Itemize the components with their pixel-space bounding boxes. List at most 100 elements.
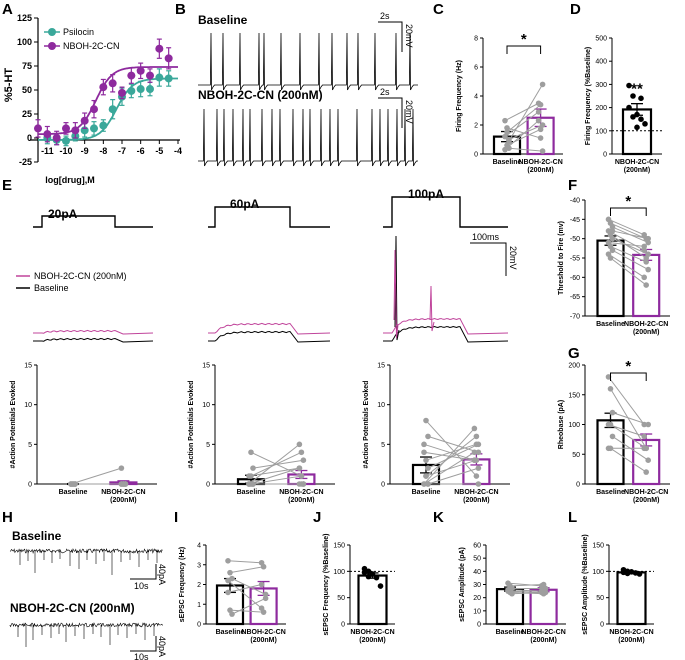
legend-nboh-marker [48,42,56,50]
y-tick-label: 6 [474,65,478,72]
bar-baseline [596,419,625,486]
paired-line [508,84,544,142]
b-volt-scale-2: 20mV [404,100,414,124]
baseline-firing-trace [198,32,418,91]
paired-point-baseline [425,481,431,487]
e-step-20: 20pA [48,207,78,221]
data-point [373,574,380,581]
paired-line [425,420,477,477]
data-point [630,93,636,99]
paired-point-baseline [421,449,427,456]
y-tick-label: -40 [570,198,580,205]
paired-point-drug [645,251,651,257]
paired-line [610,257,647,286]
legend-psilocin-label: Psilocin [63,27,94,37]
paired-point-drug [475,465,482,471]
y-tick-label: 40 [473,569,481,576]
drug-firing-trace [198,108,418,167]
h-time-scale-2: 10s [134,652,149,660]
paired-point-baseline [609,228,616,234]
paired-line [612,412,649,425]
y-tick-label: 100 [333,569,345,576]
y-tick-label: 30 [473,582,481,589]
data-point [630,114,636,120]
panel-label-d: D [570,1,581,18]
category-label: NBOH-2C-CN [521,629,565,636]
dose-response-chart: -25 0 25 50 75 100 125 -11 -10 -9 -8 -7 -6 -5 -4 %5-H… [3,13,182,185]
a-point-nboh [146,71,154,80]
data-point [624,570,631,577]
a-point-psilocin [127,86,136,95]
paired-point-baseline [246,473,252,479]
paired-point-drug [475,481,482,487]
category-label-sub: (200nM) [110,497,136,504]
y-tick-label: 0 [576,482,580,489]
a-point-nboh [108,79,117,88]
paired-point-baseline [504,125,510,131]
panel-label-c: C [433,1,444,18]
e-scalebar: 100ms 20mV [470,232,518,276]
h-curr-scale-2: 40pA [157,636,167,657]
a-point-nboh [62,124,70,133]
category-label-sub: (200nM) [250,637,276,644]
paired-point-drug [296,441,303,448]
a-point-nboh [52,134,61,142]
e-legend: NBOH-2C-CN (200nM) Baseline [16,271,127,293]
bar-chart-g: 0 50 100 150 200 Rheobase (pA) Baseline NBOH-2C… [558,358,670,504]
trace-100pa-baseline [383,235,509,343]
bar-baseline [616,571,647,626]
y-tick-label: 10 [473,608,481,615]
paired-point-drug [122,481,129,487]
a-point-psilocin [108,105,117,114]
y-tick-label: -55 [570,256,580,263]
a-y-tick-label: 0 [27,133,32,143]
y-axis-title: sEPSC Frequency (%Baseline) [323,534,330,636]
e-legend-drug: NBOH-2C-CN (200nM) [34,271,127,281]
paired-point-baseline [229,611,235,617]
panel-label-b: B [175,1,186,18]
paired-line [231,578,266,595]
paired-line [427,467,479,485]
paired-line [610,222,647,240]
h-scalebar-1: 10s 40pA [130,564,167,591]
bar-chart-f: -70 -65 -60 -55 -50 -45 -40 Threshold to Fire (… [558,193,670,336]
category-label: Baseline [493,159,522,166]
y-tick-label: 50 [337,595,345,602]
paired-line [504,102,539,122]
paired-point-baseline [423,417,429,424]
paired-line [608,376,645,425]
paired-point-baseline [607,445,614,452]
y-axis-title: Rheobase (pA) [558,400,565,449]
category-label: NBOH-2C-CN [518,159,562,166]
a-point-nboh [155,44,164,53]
y-tick-label: 2 [474,123,478,130]
paired-line [425,443,477,461]
paired-line [248,467,300,485]
a-x-tick-label: -5 [155,146,163,156]
panel-label-g: G [568,345,580,362]
paired-point-baseline [248,449,254,456]
y-tick-label: 150 [592,543,604,550]
paired-point-drug [641,445,647,452]
y-tick-label: 0 [603,152,607,159]
a-x-tick-label: -10 [59,146,72,156]
paired-line [610,245,647,263]
y-tick-label: 20 [473,595,481,602]
paired-point-drug [471,457,478,464]
a-point-nboh [80,116,89,125]
a-point-nboh [99,83,108,92]
paired-point-drug [643,469,649,475]
y-tick-label: 4 [474,94,478,101]
paired-point-drug [645,457,651,464]
category-label-sub: (200nM) [624,167,650,174]
data-point [369,571,376,577]
h-drug-trace [9,622,163,647]
paired-point-drug [643,259,649,265]
significance-bracket [610,372,647,381]
y-tick-label: -50 [570,236,580,243]
y-tick-label: 100 [568,422,580,429]
current-step-traces: 20pA 60pA 100pA 100ms 20mV NBOH-2C-CN (2… [16,187,518,343]
